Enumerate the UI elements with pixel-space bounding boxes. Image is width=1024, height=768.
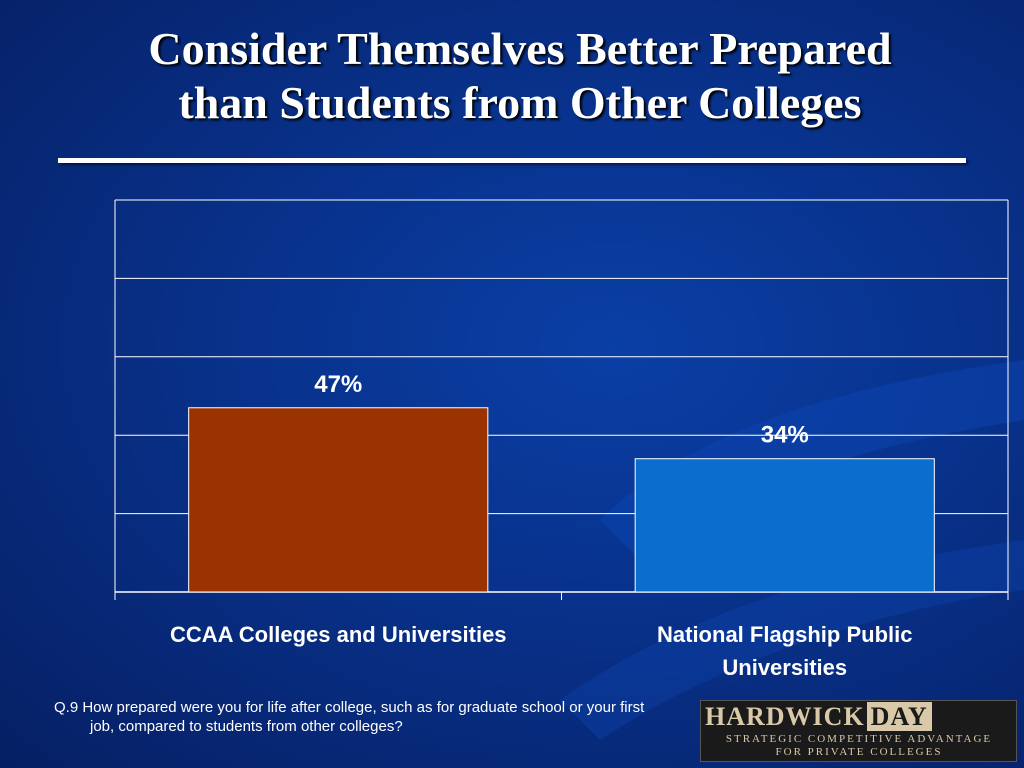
- bar-value-label: 47%: [314, 371, 362, 398]
- question-footnote: Q.9 How prepared were you for life after…: [54, 699, 645, 735]
- bar-value-label: 34%: [761, 422, 809, 449]
- hardwick-day-logo: HARDWICK DAY STRATEGIC COMPETITIVE ADVANT…: [700, 700, 1017, 762]
- logo-word-hardwick: HARDWICK: [705, 702, 865, 731]
- logo-wordmark: HARDWICK DAY: [705, 702, 932, 731]
- title-line-1: Consider Themselves Better Prepared: [148, 23, 892, 74]
- bar: [188, 407, 489, 593]
- x-tick-label: National Flagship Public: [657, 622, 912, 647]
- bar: [634, 458, 935, 593]
- title-underline: [58, 158, 966, 163]
- title-line-2: than Students from Other Colleges: [178, 77, 862, 128]
- page-title: Consider Themselves Better Prepared than…: [40, 22, 1000, 130]
- logo-word-day: DAY: [866, 702, 932, 731]
- logo-tagline-2: FOR PRIVATE COLLEGES: [775, 746, 943, 758]
- x-tick-label: CCAA Colleges and Universities: [170, 622, 507, 647]
- x-tick-label: Universities: [722, 655, 847, 680]
- logo-tagline-1: STRATEGIC COMPETITIVE ADVANTAGE: [725, 733, 993, 745]
